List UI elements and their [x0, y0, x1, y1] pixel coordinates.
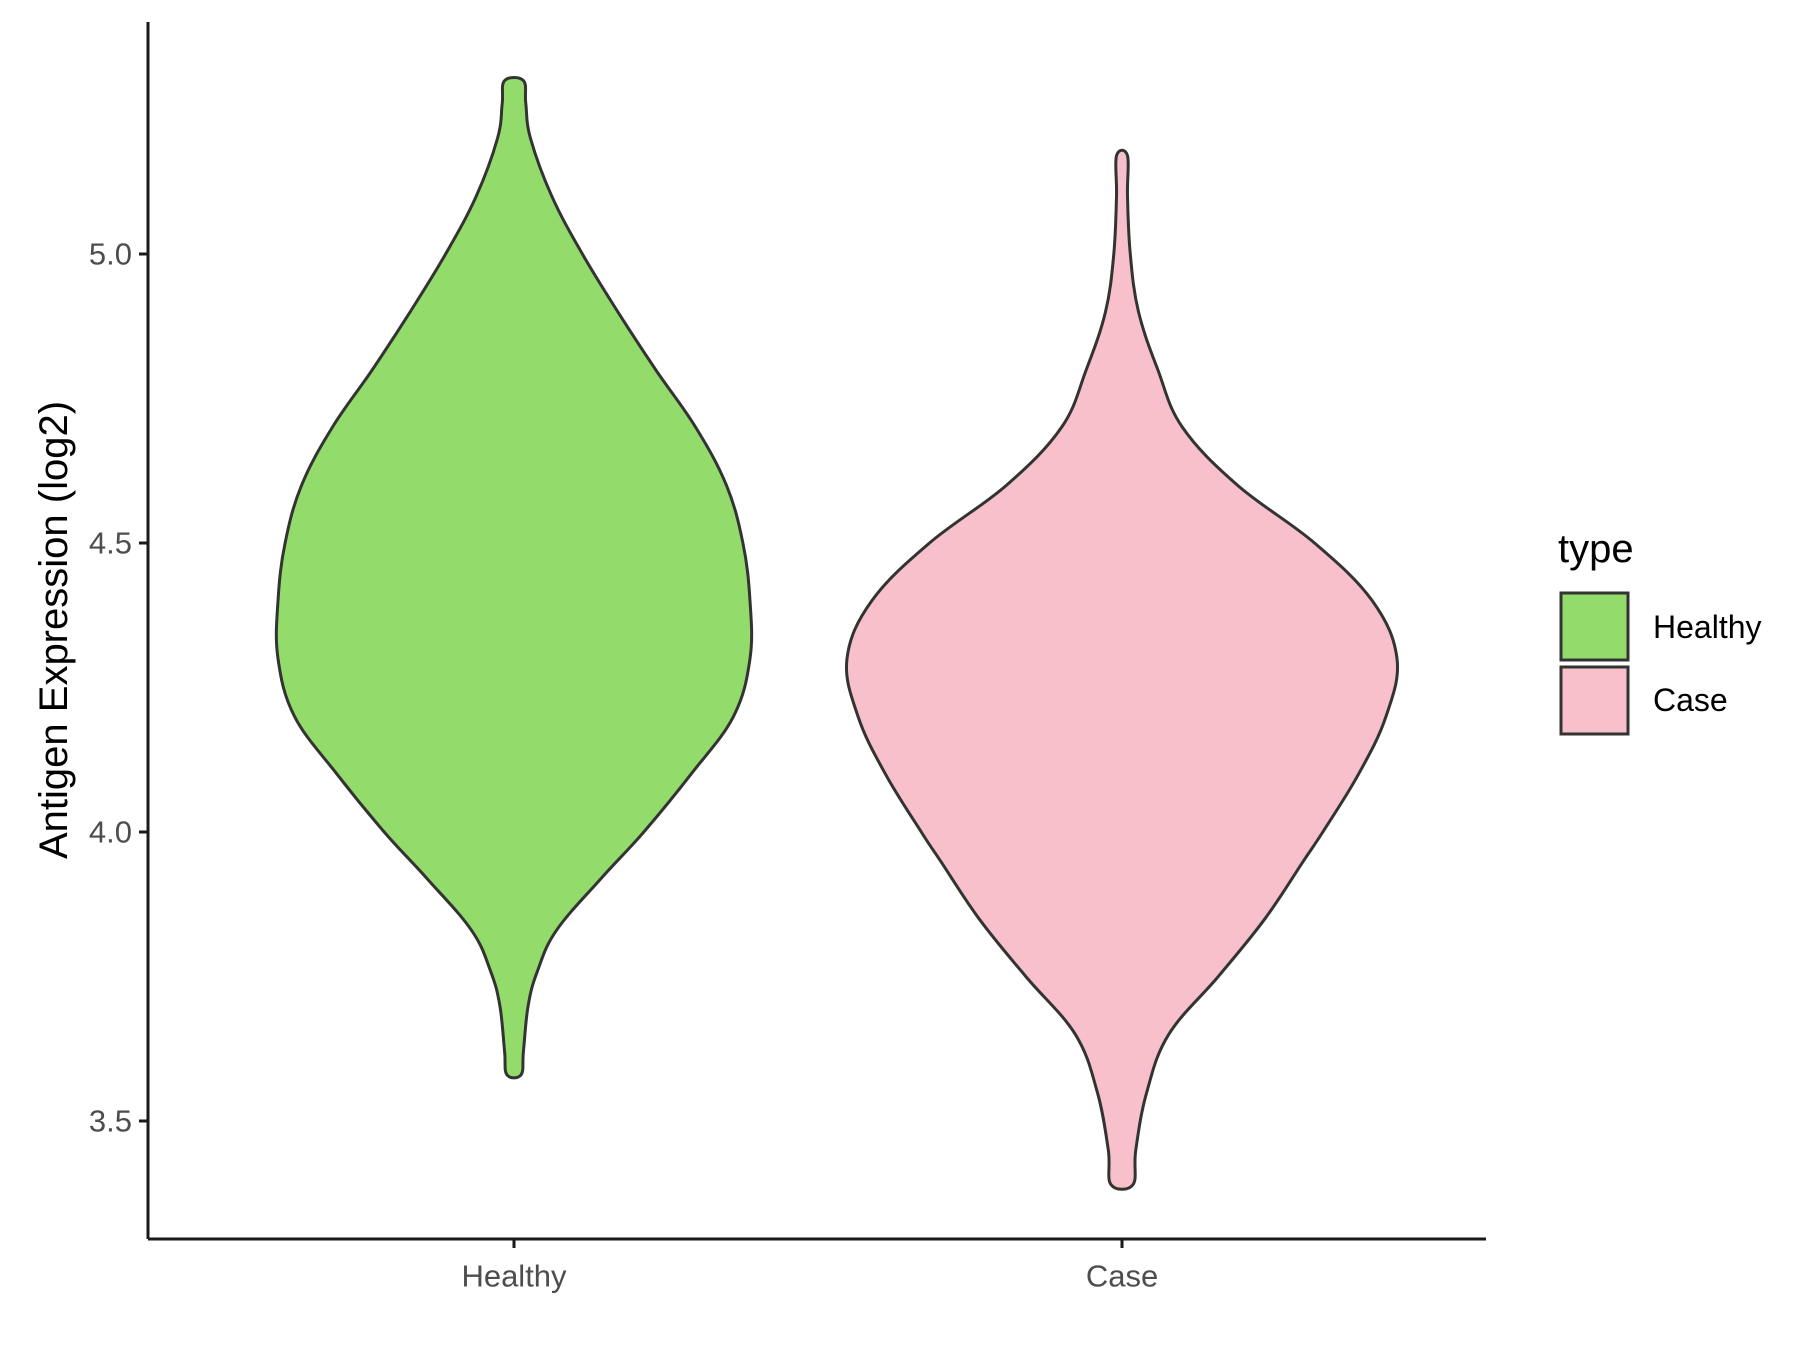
- y-tick-label: 3.5: [89, 1104, 132, 1139]
- x-axis-ticks: Healthy Case: [461, 1239, 1158, 1294]
- violin-case: [844, 148, 1400, 1191]
- legend: type Healthy Case: [1558, 527, 1762, 736]
- y-axis-title: Antigen Expression (log2): [32, 401, 76, 859]
- violin-healthy: [274, 75, 754, 1080]
- legend-label-case: Case: [1653, 682, 1728, 718]
- x-tick-label: Case: [1086, 1259, 1158, 1294]
- y-tick-label: 4.0: [89, 815, 132, 850]
- y-tick-label: 5.0: [89, 237, 132, 272]
- legend-title: type: [1558, 527, 1634, 571]
- y-tick-label: 4.5: [89, 526, 132, 561]
- violin-layer: [274, 75, 1400, 1191]
- y-axis-ticks: 3.5 4.0 4.5 5.0: [89, 237, 148, 1139]
- legend-swatch-healthy: [1559, 591, 1630, 662]
- legend-label-healthy: Healthy: [1653, 609, 1762, 645]
- x-tick-label: Healthy: [461, 1259, 567, 1294]
- legend-swatch-case: [1559, 665, 1630, 736]
